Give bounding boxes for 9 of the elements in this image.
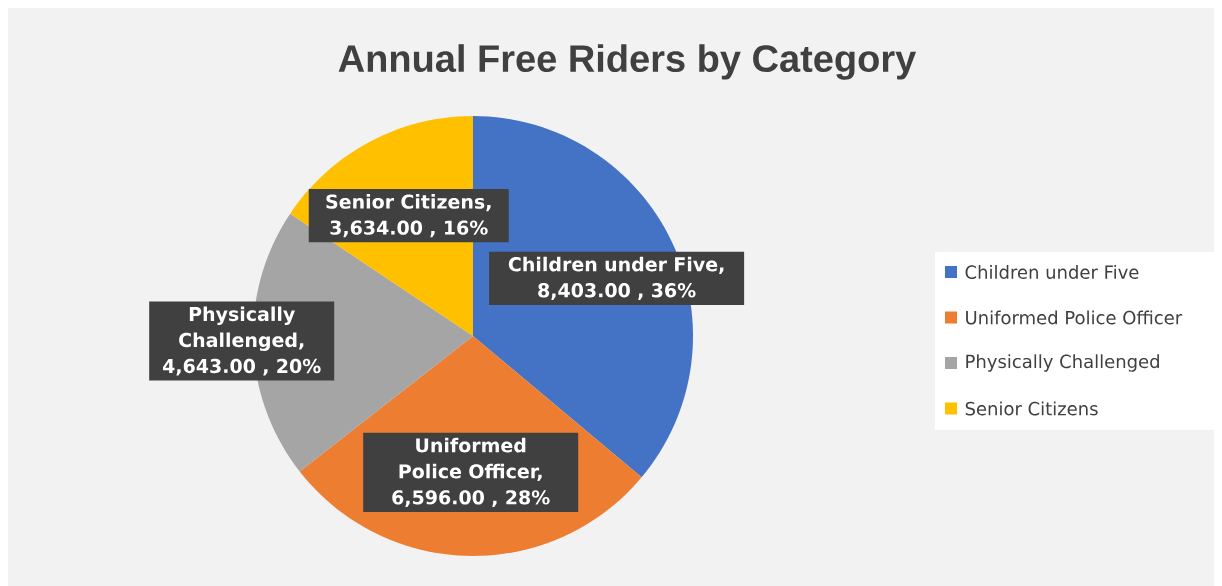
data-label: Senior Citizens, 3,634.00 , 16% [326,194,491,238]
chart-title: Annual Free Riders by Category [338,44,917,80]
data-label: Physically Challenged, 4,643.00 , 20% [162,306,321,376]
legend-label: Uniformed Police Officer [966,310,1183,325]
data-label: Uniformed Police Officer, 6,596.00 , 28% [392,437,550,507]
legend-label: Physically Challenged [966,354,1159,372]
data-label: Children under Five, 8,403.00 , 36% [508,256,724,300]
legend-label: Children under Five [965,265,1139,279]
legend-label: Senior Citizens [965,401,1098,416]
